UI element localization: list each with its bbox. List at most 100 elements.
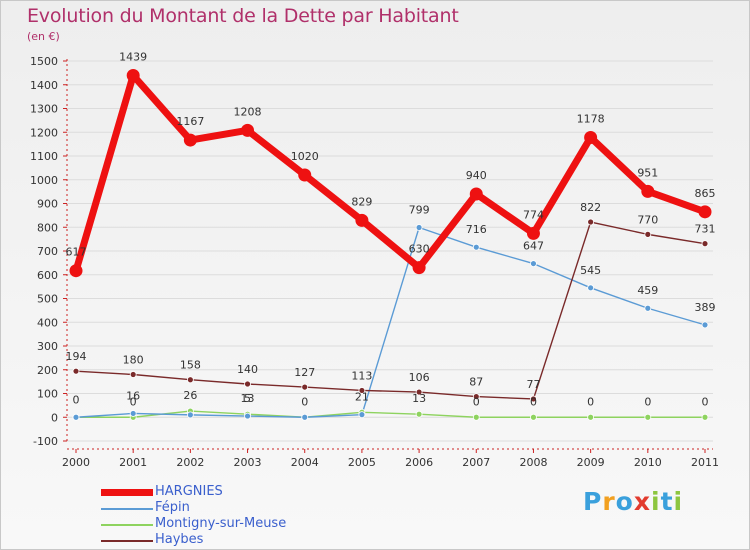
data-point <box>358 387 366 394</box>
y-tick-label: 200 <box>37 364 58 377</box>
legend-label-fepin: Fépin <box>155 500 190 515</box>
y-tick-label: 100 <box>37 388 58 401</box>
data-point <box>641 184 655 198</box>
data-label: 87 <box>469 376 483 389</box>
data-label: 158 <box>180 359 201 372</box>
data-label: 0 <box>130 395 137 408</box>
data-point <box>644 413 652 421</box>
x-tick-label: 2009 <box>577 456 605 469</box>
data-label: 822 <box>580 201 601 214</box>
y-tick-label: 1500 <box>30 55 58 68</box>
logo-letter: i <box>673 487 684 516</box>
data-point <box>69 264 83 278</box>
data-label: 459 <box>637 284 658 297</box>
data-label: 865 <box>695 187 716 200</box>
data-point <box>469 187 483 201</box>
data-label: 0 <box>530 395 537 408</box>
chart-unit-label: (en €) <box>27 30 60 43</box>
data-label: 0 <box>301 395 308 408</box>
data-label: 1208 <box>234 105 262 118</box>
data-point <box>698 205 712 219</box>
data-point <box>415 410 423 418</box>
series-line-haybes <box>75 221 706 400</box>
data-point <box>415 388 423 396</box>
data-label: 731 <box>695 223 716 236</box>
x-tick-label: 2010 <box>634 456 662 469</box>
y-tick-label: 1400 <box>30 79 58 92</box>
data-label: 0 <box>644 395 651 408</box>
series-line-montigny-sur-meuse <box>75 410 706 418</box>
legend-swatch-montigny <box>101 524 153 526</box>
data-label: 0 <box>587 395 594 408</box>
y-tick-label: 1000 <box>30 174 58 187</box>
data-label: 545 <box>580 264 601 277</box>
data-point <box>526 226 540 240</box>
data-label: 940 <box>466 169 487 182</box>
data-point <box>186 376 194 384</box>
data-point <box>644 230 652 238</box>
data-point <box>587 413 595 421</box>
series-lines <box>72 71 709 418</box>
logo-letter: r <box>602 487 616 516</box>
logo-letter: x <box>633 487 651 516</box>
data-label: 770 <box>637 213 658 226</box>
data-label: 647 <box>523 240 544 253</box>
data-label: 127 <box>294 366 315 379</box>
data-label: 799 <box>409 203 430 216</box>
y-tick-label: 0 <box>51 411 58 424</box>
data-point <box>701 240 709 248</box>
data-label: 1020 <box>291 150 319 163</box>
y-tick-label: 600 <box>37 269 58 282</box>
data-point <box>472 393 480 400</box>
data-label: 829 <box>351 195 372 208</box>
y-tick-label: 400 <box>37 316 58 329</box>
data-point <box>530 413 537 421</box>
logo-letter: o <box>615 487 634 516</box>
data-label: 106 <box>409 371 430 384</box>
data-label: 0 <box>702 395 709 408</box>
series-points <box>69 68 712 421</box>
x-tick-label: 2002 <box>176 456 204 469</box>
data-label: 774 <box>523 208 544 221</box>
data-labels: 617 1439 1167 1208 1020 829 630 940 774 1178 951 86… <box>66 50 716 408</box>
data-point <box>701 413 709 421</box>
data-point <box>472 413 480 421</box>
legend-label-hargnies: HARGNIES <box>155 484 223 499</box>
gridlines <box>67 60 713 442</box>
data-point <box>472 243 480 251</box>
data-point <box>72 367 80 375</box>
data-label: 617 <box>66 246 87 259</box>
data-point <box>298 168 312 182</box>
data-label: 0 <box>73 393 80 406</box>
logo-letter: t <box>660 487 674 516</box>
data-point <box>129 371 137 378</box>
data-label: 16 <box>126 389 140 402</box>
data-label: 194 <box>66 350 87 363</box>
data-point <box>129 410 137 417</box>
data-point <box>358 411 366 419</box>
data-label: 1167 <box>176 115 204 128</box>
data-point <box>244 380 251 388</box>
x-tick-label: 2006 <box>405 456 433 469</box>
data-point <box>355 213 369 227</box>
x-tick-label: 2005 <box>348 456 376 469</box>
legend-label-haybes: Haybes <box>155 532 204 547</box>
legend-swatch-hargnies <box>101 489 153 496</box>
data-point <box>587 284 595 292</box>
series-line-hargnies <box>72 71 709 275</box>
x-tick-label: 2008 <box>519 456 547 469</box>
data-label: 13 <box>241 392 255 405</box>
data-point <box>584 130 598 144</box>
data-label: 77 <box>526 378 540 391</box>
data-label: 716 <box>466 223 487 236</box>
data-label: 0 <box>473 395 480 408</box>
y-tick-label: -100 <box>33 435 58 448</box>
logo-letter: P <box>583 487 603 516</box>
legend-swatch-haybes <box>101 540 153 542</box>
series-line-f-pin <box>75 226 706 418</box>
data-point <box>241 123 255 137</box>
data-point <box>530 395 537 403</box>
proxiti-logo: Proxiti <box>583 487 683 516</box>
